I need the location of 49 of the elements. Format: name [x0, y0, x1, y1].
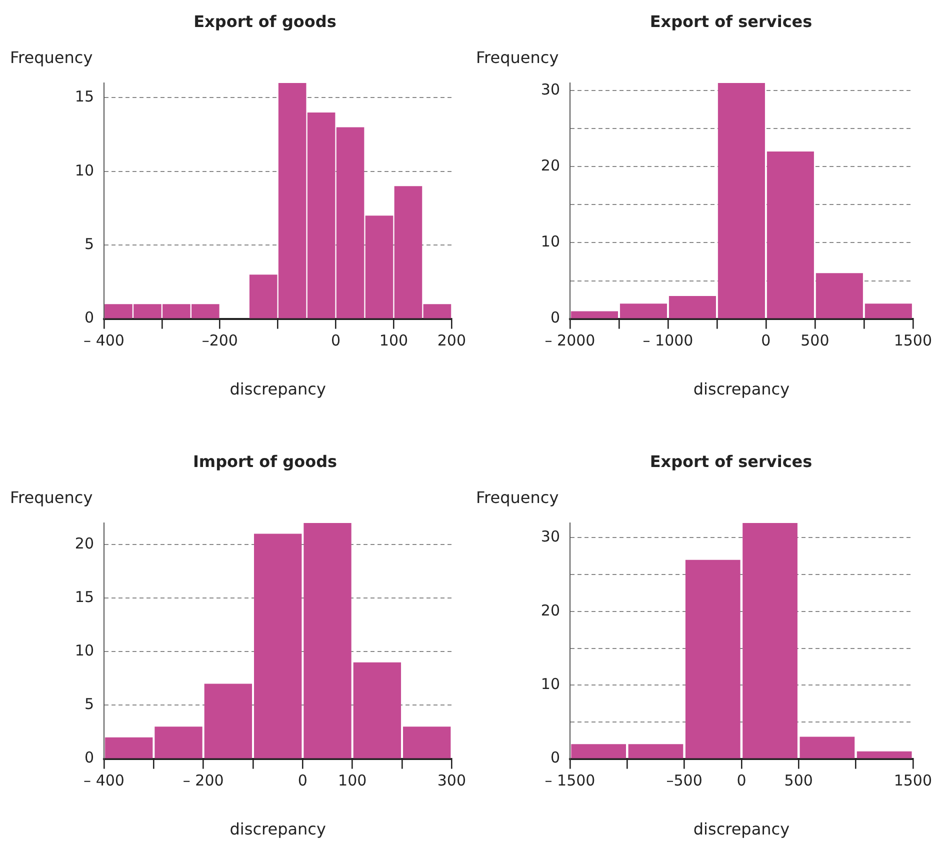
x-tick-label: 500: [800, 332, 830, 350]
x-tick-label: 1500: [894, 772, 932, 790]
x-tick-label: 300: [437, 772, 466, 790]
y-tick-label: 10: [74, 161, 94, 180]
y-tick-label: 0: [550, 748, 560, 767]
x-tick-label: 0: [298, 772, 308, 790]
chart-title: Export of services: [648, 452, 814, 471]
chart-title: Import of goods: [192, 452, 338, 471]
y-tick-label: 10: [540, 675, 560, 694]
y-tick-label: 10: [540, 232, 560, 251]
y-tick-label: 0: [84, 308, 94, 327]
x-tick-label: 0: [761, 332, 771, 350]
x-tick-label: 0: [331, 332, 341, 350]
y-tick-label: 15: [74, 588, 94, 606]
y-tick-label: 5: [84, 695, 94, 714]
y-tick-label: 30: [540, 528, 560, 546]
x-tick-label: 100: [338, 772, 367, 790]
x-tick-label: – 400: [84, 332, 124, 350]
y-tick-label: 5: [84, 235, 94, 254]
x-axis-title: discrepancy: [693, 380, 790, 399]
chart-title: Export of goods: [192, 12, 338, 31]
x-tick-label: – 1000: [642, 332, 694, 350]
y-tick-label: 0: [84, 748, 94, 767]
x-tick-label: – 1500: [544, 772, 596, 790]
x-tick-label: –200: [202, 332, 238, 350]
x-axis-title: discrepancy: [230, 380, 326, 399]
x-tick-label: – 2000: [544, 332, 596, 350]
x-axis-title: discrepancy: [693, 820, 790, 839]
chart-title: Export of services: [648, 12, 814, 31]
y-axis-title: Frequency: [10, 48, 93, 67]
x-tick-label: 0: [736, 772, 746, 790]
y-tick-label: 15: [74, 88, 94, 106]
y-tick-label: 20: [540, 601, 560, 620]
y-tick-label: 30: [540, 80, 560, 98]
y-tick-label: 10: [74, 642, 94, 660]
x-tick-label: 500: [784, 772, 813, 790]
x-tick-label: – 200: [182, 772, 224, 790]
x-axis-title: discrepancy: [230, 820, 326, 839]
y-axis-title: Frequency: [476, 48, 559, 67]
y-axis-title: Frequency: [476, 488, 559, 507]
y-tick-label: 20: [74, 534, 94, 552]
x-tick-label: 1500: [894, 332, 932, 350]
x-tick-label: 100: [379, 332, 408, 350]
y-tick-label: 20: [540, 156, 560, 175]
y-tick-label: 0: [550, 308, 560, 327]
x-tick-label: 200: [437, 332, 466, 350]
x-tick-label: –500: [666, 772, 702, 790]
y-axis-title: Frequency: [10, 488, 93, 507]
x-tick-label: – 400: [84, 772, 124, 790]
